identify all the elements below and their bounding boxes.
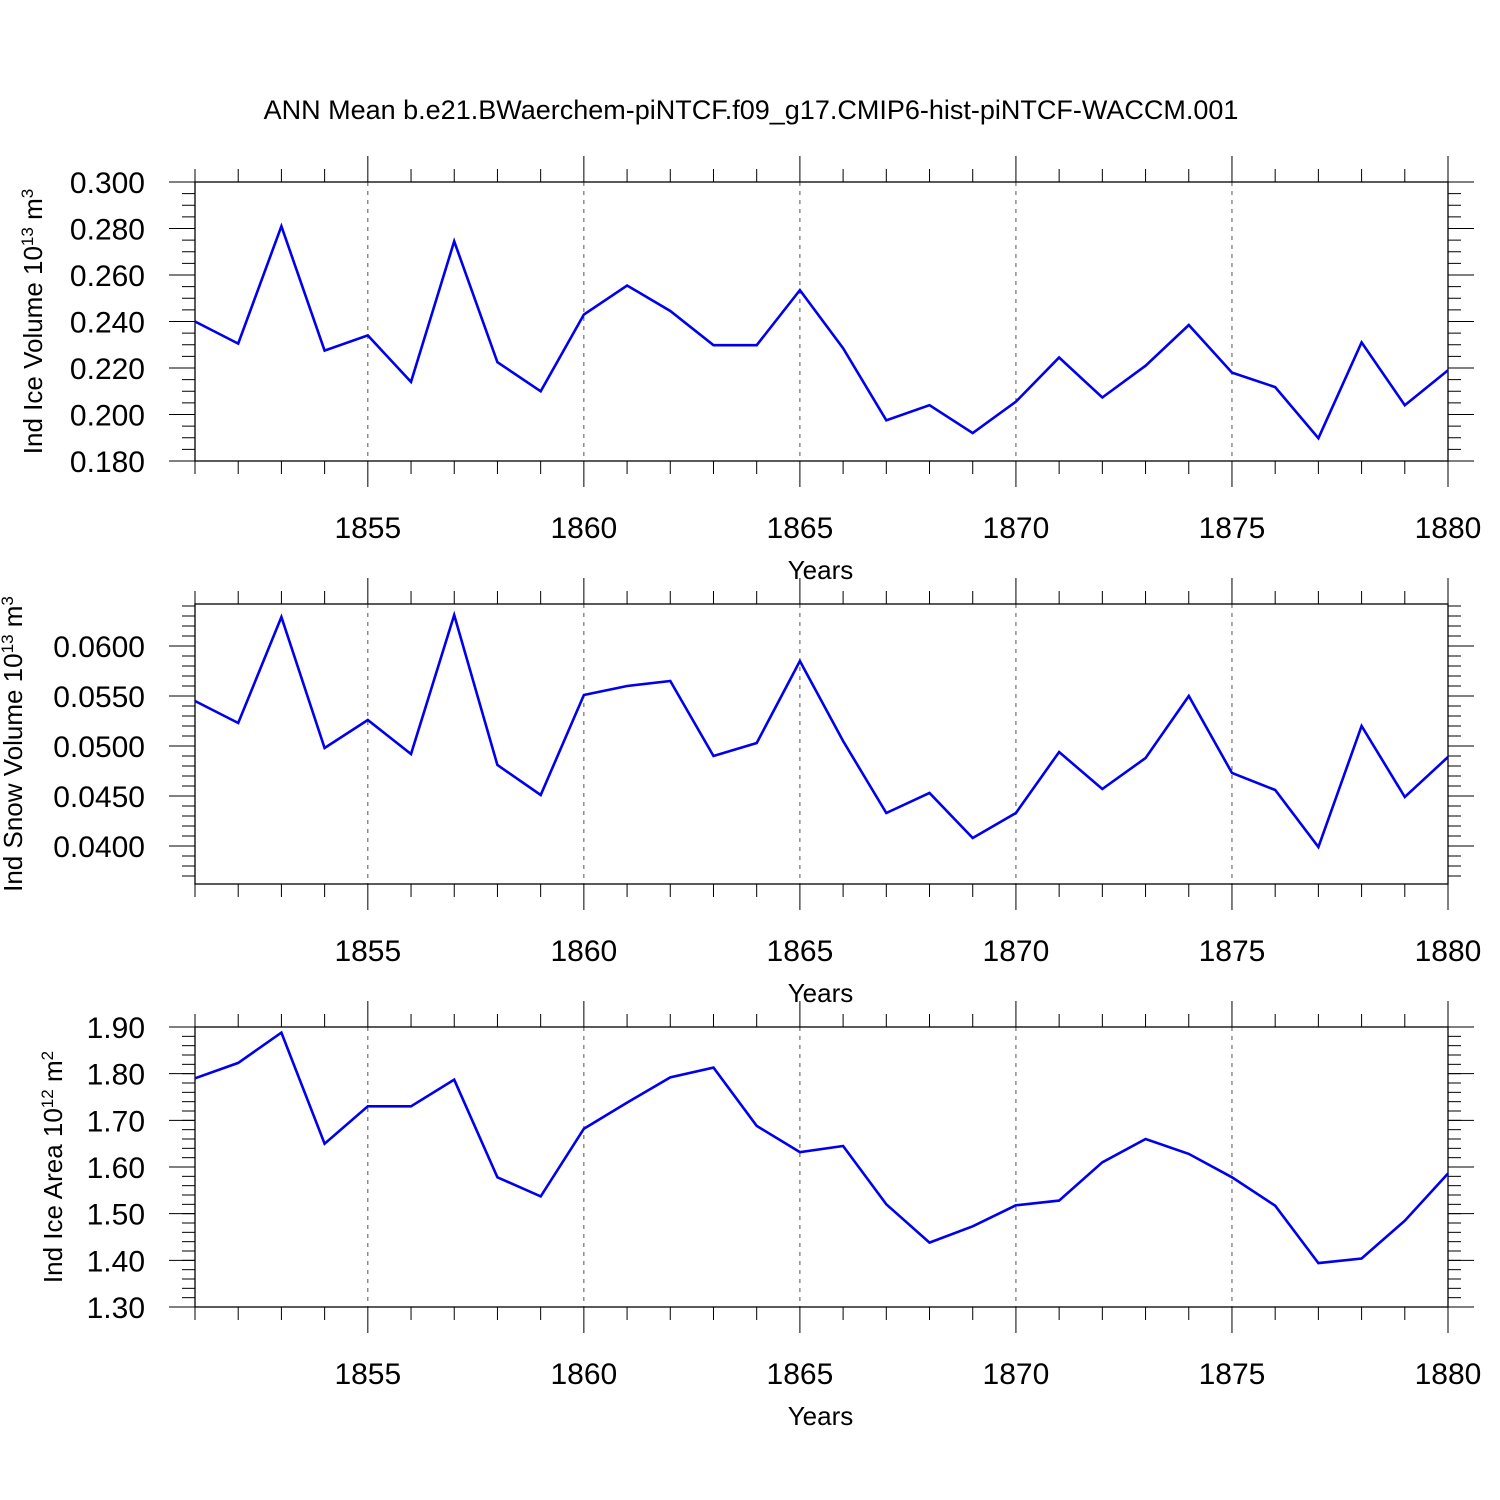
y-axis-label-text: m: [0, 606, 28, 635]
y-tick-label-3: 0.240: [70, 307, 145, 340]
y-axis-label-text: Ind Ice Volume 10: [18, 246, 48, 454]
x-tick-label-1855: 1855: [334, 935, 401, 968]
y-axis-label: Ind Snow Volume 1013 m3: [0, 596, 28, 892]
x-tick-label-1860: 1860: [550, 1358, 617, 1391]
plot-frame: [194, 603, 1449, 885]
chart-panel-3: 1855 1860 1865 1870 1875 1880 Years 1.30 1.40 1.5…: [38, 1001, 1481, 1431]
chart-panel-1: 1855 1860 1865 1870 1875 1880 Years 0.180 0.200 0…: [18, 156, 1481, 585]
x-tick-label-1875: 1875: [1199, 935, 1266, 968]
y-axis-label-text: m: [18, 198, 48, 227]
x-tick-label-1875: 1875: [1199, 1358, 1266, 1391]
series-line-3: [194, 1030, 1449, 1265]
y-tick-label-4: 0.260: [70, 260, 145, 293]
x-tick-label-1870: 1870: [983, 512, 1050, 545]
y-tick-label-2: 0.220: [70, 353, 145, 386]
x-axis-label: Years: [788, 555, 854, 585]
x-tick-label-1860: 1860: [550, 935, 617, 968]
x-axis-label: Years: [788, 978, 854, 1008]
x-tick-label-1860: 1860: [550, 512, 617, 545]
x-tick-label-1875: 1875: [1199, 512, 1266, 545]
y-tick-label-0: 0.0400: [53, 831, 145, 864]
x-tick-label-1865: 1865: [767, 935, 834, 968]
y-tick-label-2: 1.50: [87, 1199, 145, 1232]
y-axis-label-superscript: 3: [18, 189, 37, 198]
y-axis-label-text: Ind Ice Area 10: [38, 1108, 68, 1283]
y-axis-label-text: Ind Snow Volume 10: [0, 653, 28, 892]
y-tick-label-1: 0.0450: [53, 781, 145, 814]
y-tick-label-0: 0.180: [70, 446, 145, 479]
y-tick-label-4: 1.70: [87, 1105, 145, 1138]
y-axis-label-superscript: 13: [18, 227, 37, 246]
x-tick-label-1865: 1865: [767, 512, 834, 545]
x-tick-label-1855: 1855: [334, 1358, 401, 1391]
y-axis-label: Ind Ice Volume 1013 m3: [18, 189, 48, 454]
x-tick-label-1870: 1870: [983, 1358, 1050, 1391]
y-tick-label-1: 0.200: [70, 400, 145, 433]
chart-panel-2: 1855 1860 1865 1870 1875 1880 Years 0.0400 0.045…: [0, 578, 1481, 1008]
x-tick-label-1880: 1880: [1415, 512, 1482, 545]
x-axis-label: Years: [788, 1401, 854, 1431]
x-tick-label-1865: 1865: [767, 1358, 834, 1391]
y-tick-label-1: 1.40: [87, 1245, 145, 1278]
y-axis-label: Ind Ice Area 1012 m2: [38, 1051, 68, 1283]
y-axis-label-superscript: 13: [0, 634, 17, 653]
x-tick-label-1855: 1855: [334, 512, 401, 545]
figure-title: ANN Mean b.e21.BWaerchem-piNTCF.f09_g17.…: [264, 95, 1239, 125]
y-tick-label-3: 0.0550: [53, 681, 145, 714]
x-tick-label-1880: 1880: [1415, 1358, 1482, 1391]
y-tick-label-5: 1.80: [87, 1059, 145, 1092]
x-tick-label-1870: 1870: [983, 935, 1050, 968]
y-axis-label-superscript: 12: [38, 1089, 57, 1108]
y-tick-label-6: 1.90: [87, 1012, 145, 1045]
y-tick-label-5: 0.280: [70, 214, 145, 247]
y-tick-label-6: 0.300: [70, 167, 145, 200]
plot-frame: [194, 1026, 1449, 1308]
y-axis-label-superscript: 2: [38, 1051, 57, 1060]
plot-frame: [194, 181, 1449, 462]
y-axis-label-text: m: [38, 1060, 68, 1089]
y-tick-label-2: 0.0500: [53, 731, 145, 764]
series-line-2: [194, 610, 1449, 850]
panels: 1855 1860 1865 1870 1875 1880 Years 0.180 0.200 0…: [0, 156, 1481, 1431]
y-axis-label-superscript: 3: [0, 596, 17, 605]
x-tick-label-1880: 1880: [1415, 935, 1482, 968]
series-line-1: [194, 222, 1449, 441]
y-tick-label-3: 1.60: [87, 1152, 145, 1185]
y-tick-label-4: 0.0600: [53, 631, 145, 664]
y-tick-label-0: 1.30: [87, 1292, 145, 1325]
